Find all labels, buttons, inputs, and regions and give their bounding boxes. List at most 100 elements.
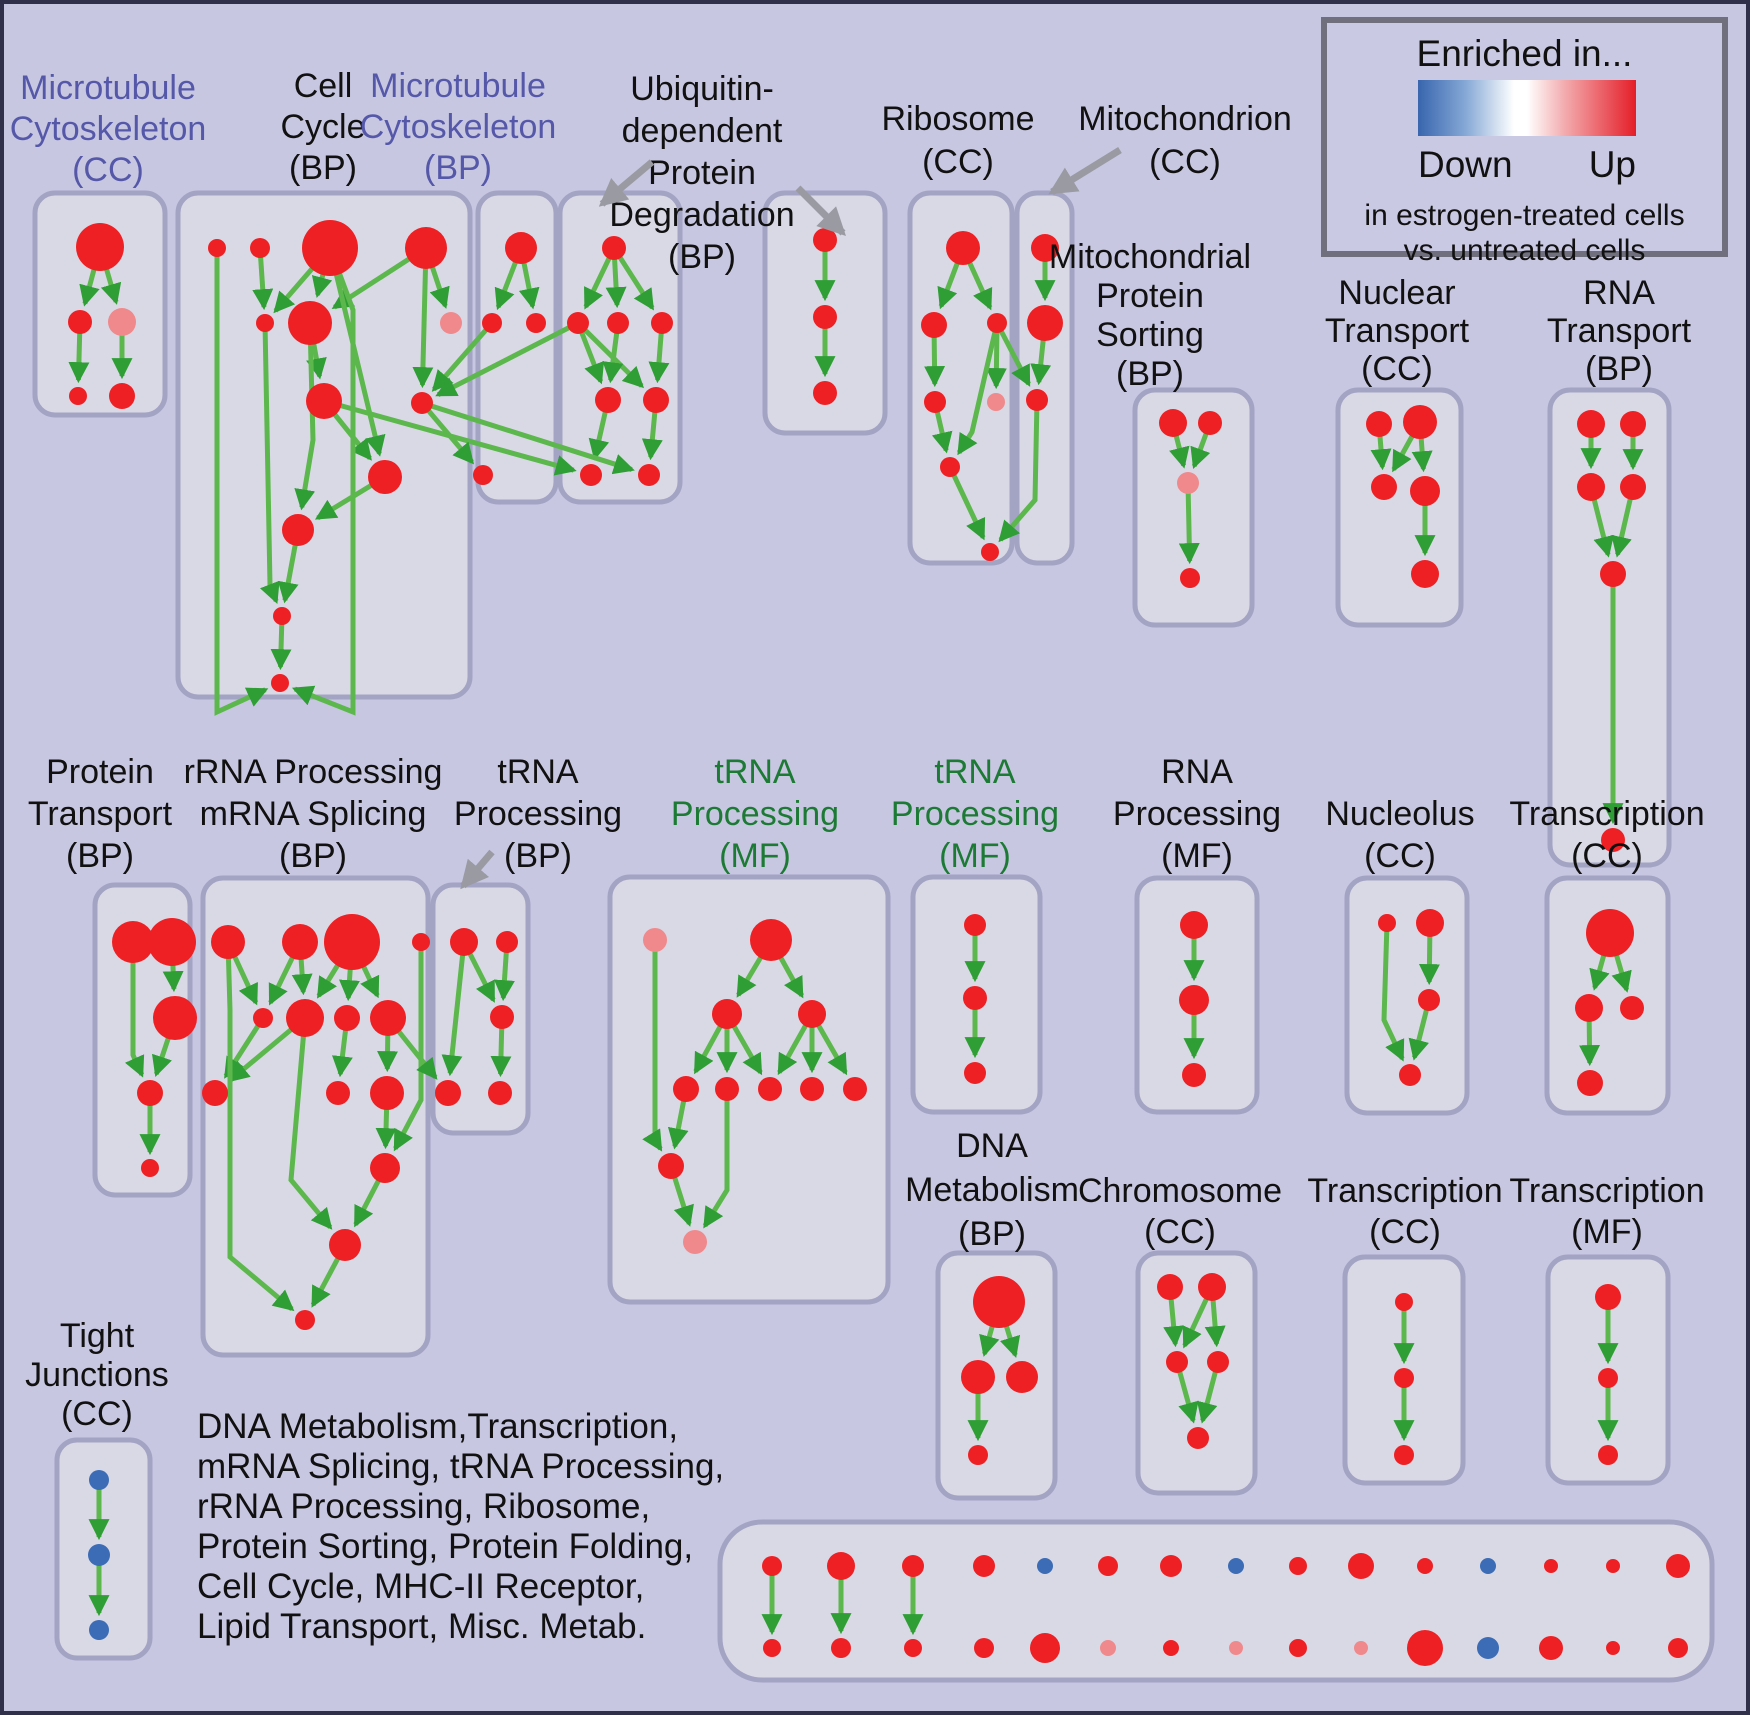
cluster-box-chromosome	[1135, 1250, 1258, 1496]
node-misc-metabolism-t5	[1037, 1558, 1053, 1574]
cluster-box-nucleolus	[1344, 875, 1470, 1116]
cluster-label-dna-metabolism-bp: (BP)	[958, 1215, 1026, 1253]
cluster-label-trna-processing-mf-2: (MF)	[939, 837, 1011, 875]
cross-edge	[994, 321, 1031, 387]
node-misc-metabolism-b9	[1289, 1639, 1307, 1657]
node-misc-metabolism-b5	[1030, 1633, 1060, 1663]
cross-edge	[420, 401, 475, 465]
gray-arrows	[460, 147, 1122, 890]
node-transcription-cc-mid-T	[1586, 909, 1634, 957]
node-ubiquitin-chain-U1	[813, 228, 837, 252]
node-protein-transport-B2	[141, 1159, 159, 1177]
cross-edge	[421, 400, 635, 475]
edge-rrna-mrna	[288, 1017, 333, 1230]
node-rna-transport-M	[1600, 561, 1626, 587]
cluster-label-nucleolus-cc: Nucleolus	[1325, 795, 1474, 833]
cluster-label-tight-junctions-cc: Junctions	[25, 1356, 169, 1394]
cluster-label-ubiquitin-degradation-bp: Ubiquitin-	[630, 70, 774, 108]
cluster-label-ubiquitin-degradation-bp: dependent	[622, 112, 783, 150]
cluster-label-rna-processing-mf: (MF)	[1161, 837, 1233, 875]
node-misc-metabolism-b11	[1407, 1630, 1443, 1666]
node-tight-junctions-C	[89, 1620, 109, 1640]
node-ubiquitin-degradation-B2	[638, 464, 660, 486]
node-misc-metabolism-b6	[1100, 1640, 1116, 1656]
node-ribosome-T	[946, 231, 980, 265]
node-chromosome-M1	[1166, 1351, 1188, 1373]
node-cell-cycle-e	[256, 314, 274, 332]
node-rna-processing-mf-B	[1179, 985, 1209, 1015]
node-trna-processing-mf-big-R	[798, 1000, 826, 1028]
misc-clusters-annotation: Protein Sorting, Protein Folding,	[197, 1527, 693, 1566]
node-misc-metabolism-t6	[1098, 1556, 1118, 1576]
node-microtubule-cc-A	[76, 223, 124, 271]
node-microtubule-bp-T	[505, 232, 537, 264]
edge-ubiquitin-degradation	[576, 321, 645, 389]
node-ribosome-R	[987, 313, 1007, 333]
node-trna-processing-bp-B1	[435, 1080, 461, 1106]
node-trna-processing-mf-small-A	[964, 914, 986, 936]
node-protein-transport-T1	[112, 921, 154, 963]
misc-clusters-annotation: mRNA Splicing, tRNA Processing,	[197, 1447, 724, 1486]
node-dna-metabolism-R	[1006, 1361, 1038, 1393]
cluster-label-nuclear-transport-cc: (CC)	[1361, 350, 1433, 388]
node-nuclear-transport-B	[1411, 560, 1439, 588]
legend-down-label: Down	[1418, 144, 1513, 185]
cluster-label-mitochondrion-cc: Mitochondrion	[1078, 100, 1292, 138]
edge-rrna-mrna	[393, 942, 424, 1152]
node-microtubule-cc-C	[108, 308, 136, 336]
cluster-label-rna-processing-mf: RNA	[1161, 753, 1233, 791]
node-misc-metabolism-t14	[1606, 1559, 1620, 1573]
node-rna-transport-B	[1601, 828, 1625, 852]
cluster-label-trna-processing-mf-2: tRNA	[934, 753, 1016, 791]
legend-subtitle-1: in estrogen-treated cells	[1364, 199, 1685, 232]
node-microtubule-cc-D	[69, 387, 87, 405]
node-trna-processing-mf-small-B	[963, 986, 987, 1010]
cluster-label-mitochondrion-cc: (CC)	[1149, 143, 1221, 181]
cluster-label-microtubule-cytoskeleton-bp: (BP)	[424, 149, 492, 187]
edge-rrna-mrna	[225, 941, 295, 1312]
cluster-box-mito-protein-sorting	[1132, 387, 1255, 628]
edge-nucleolus	[1381, 922, 1405, 1062]
cluster-label-transcription-cc-bottom: (CC)	[1369, 1213, 1441, 1251]
node-trna-processing-mf-big-C4	[800, 1077, 824, 1101]
node-cell-cycle-m	[271, 674, 289, 692]
node-transcription-cc-mid-R	[1620, 996, 1644, 1020]
node-nuclear-transport-MR	[1410, 476, 1440, 506]
cluster-box-transcription-cc-mid	[1544, 875, 1671, 1116]
cluster-label-protein-transport-bp: Transport	[28, 795, 173, 833]
node-trna-processing-mf-big-C3	[758, 1077, 782, 1101]
node-rna-processing-mf-C	[1182, 1063, 1206, 1087]
node-rna-transport-ML	[1577, 473, 1605, 501]
node-transcription-cc-bottom-C	[1394, 1445, 1414, 1465]
cluster-label-cell-cycle-bp: Cell	[294, 67, 353, 105]
node-misc-metabolism-t13	[1544, 1559, 1558, 1573]
node-mitochondrion-T	[1031, 234, 1059, 262]
node-dna-metabolism-L	[961, 1360, 995, 1394]
node-chromosome-M2	[1207, 1351, 1229, 1373]
node-protein-transport-M	[153, 996, 197, 1040]
cluster-label-transcription-cc-bottom: Transcription	[1307, 1172, 1502, 1210]
misc-clusters-annotation: Lipid Transport, Misc. Metab.	[197, 1607, 646, 1646]
cluster-label-mitochondrial-protein-sorting-bp: Protein	[1096, 277, 1204, 315]
node-trna-processing-mf-big-P	[643, 928, 667, 952]
node-rrna-mrna-S3	[334, 1005, 360, 1031]
cluster-label-ubiquitin-degradation-bp: Protein	[648, 154, 756, 192]
edge-trna-processing-mf-big	[642, 940, 663, 1152]
node-rrna-mrna-R2	[282, 924, 318, 960]
cluster-box-nuclear-transport	[1335, 387, 1464, 628]
node-mitochondrion-Mm	[1027, 305, 1063, 341]
edge-protein-transport	[124, 942, 145, 1078]
node-microtubule-bp-L	[482, 313, 502, 333]
node-cell-cycle-l	[273, 607, 291, 625]
cluster-label-trna-processing-mf-1: Processing	[671, 795, 839, 833]
node-transcription-cc-bottom-B	[1394, 1368, 1414, 1388]
node-microtubule-cc-E	[109, 383, 135, 409]
label-callout-arrow	[460, 849, 495, 890]
node-ribosome-M	[940, 457, 960, 477]
node-ubiquitin-chain-U2	[813, 305, 837, 329]
edge-cell-cycle	[214, 248, 269, 716]
node-rrna-mrna-U1	[202, 1080, 228, 1106]
cluster-label-dna-metabolism-bp: Metabolism	[905, 1171, 1079, 1209]
node-rrna-mrna-S4	[370, 1000, 406, 1036]
